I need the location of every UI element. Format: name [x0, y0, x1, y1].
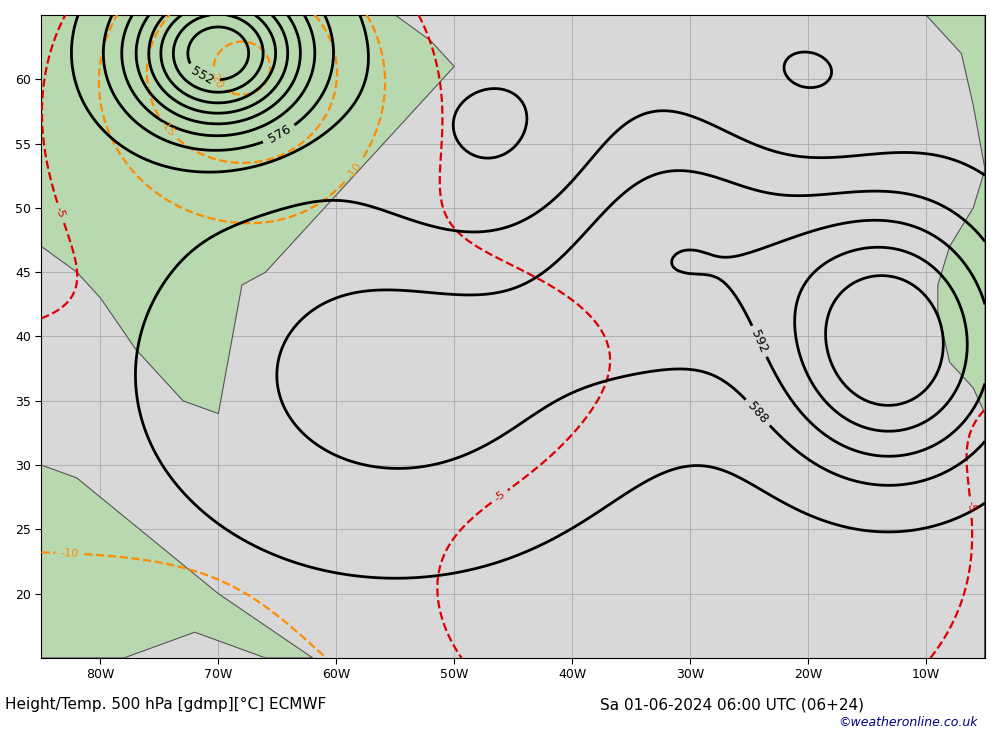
Text: ©weatheronline.co.uk: ©weatheronline.co.uk	[838, 716, 978, 729]
Polygon shape	[41, 15, 454, 413]
Text: -20: -20	[208, 70, 225, 90]
Polygon shape	[926, 15, 985, 658]
Text: Sa 01-06-2024 06:00 UTC (06+24): Sa 01-06-2024 06:00 UTC (06+24)	[600, 698, 864, 712]
Text: -10: -10	[61, 548, 79, 559]
Text: -15: -15	[158, 118, 177, 139]
Text: -10: -10	[345, 161, 363, 181]
Text: -5: -5	[965, 500, 976, 512]
Text: 588: 588	[745, 399, 771, 426]
Text: -5: -5	[492, 489, 507, 504]
Text: 592: 592	[749, 328, 770, 355]
Text: Height/Temp. 500 hPa [gdmp][°C] ECMWF: Height/Temp. 500 hPa [gdmp][°C] ECMWF	[5, 698, 326, 712]
Text: -5: -5	[54, 205, 67, 219]
Text: 576: 576	[266, 123, 293, 146]
Text: 552: 552	[189, 65, 216, 87]
Polygon shape	[41, 465, 313, 658]
